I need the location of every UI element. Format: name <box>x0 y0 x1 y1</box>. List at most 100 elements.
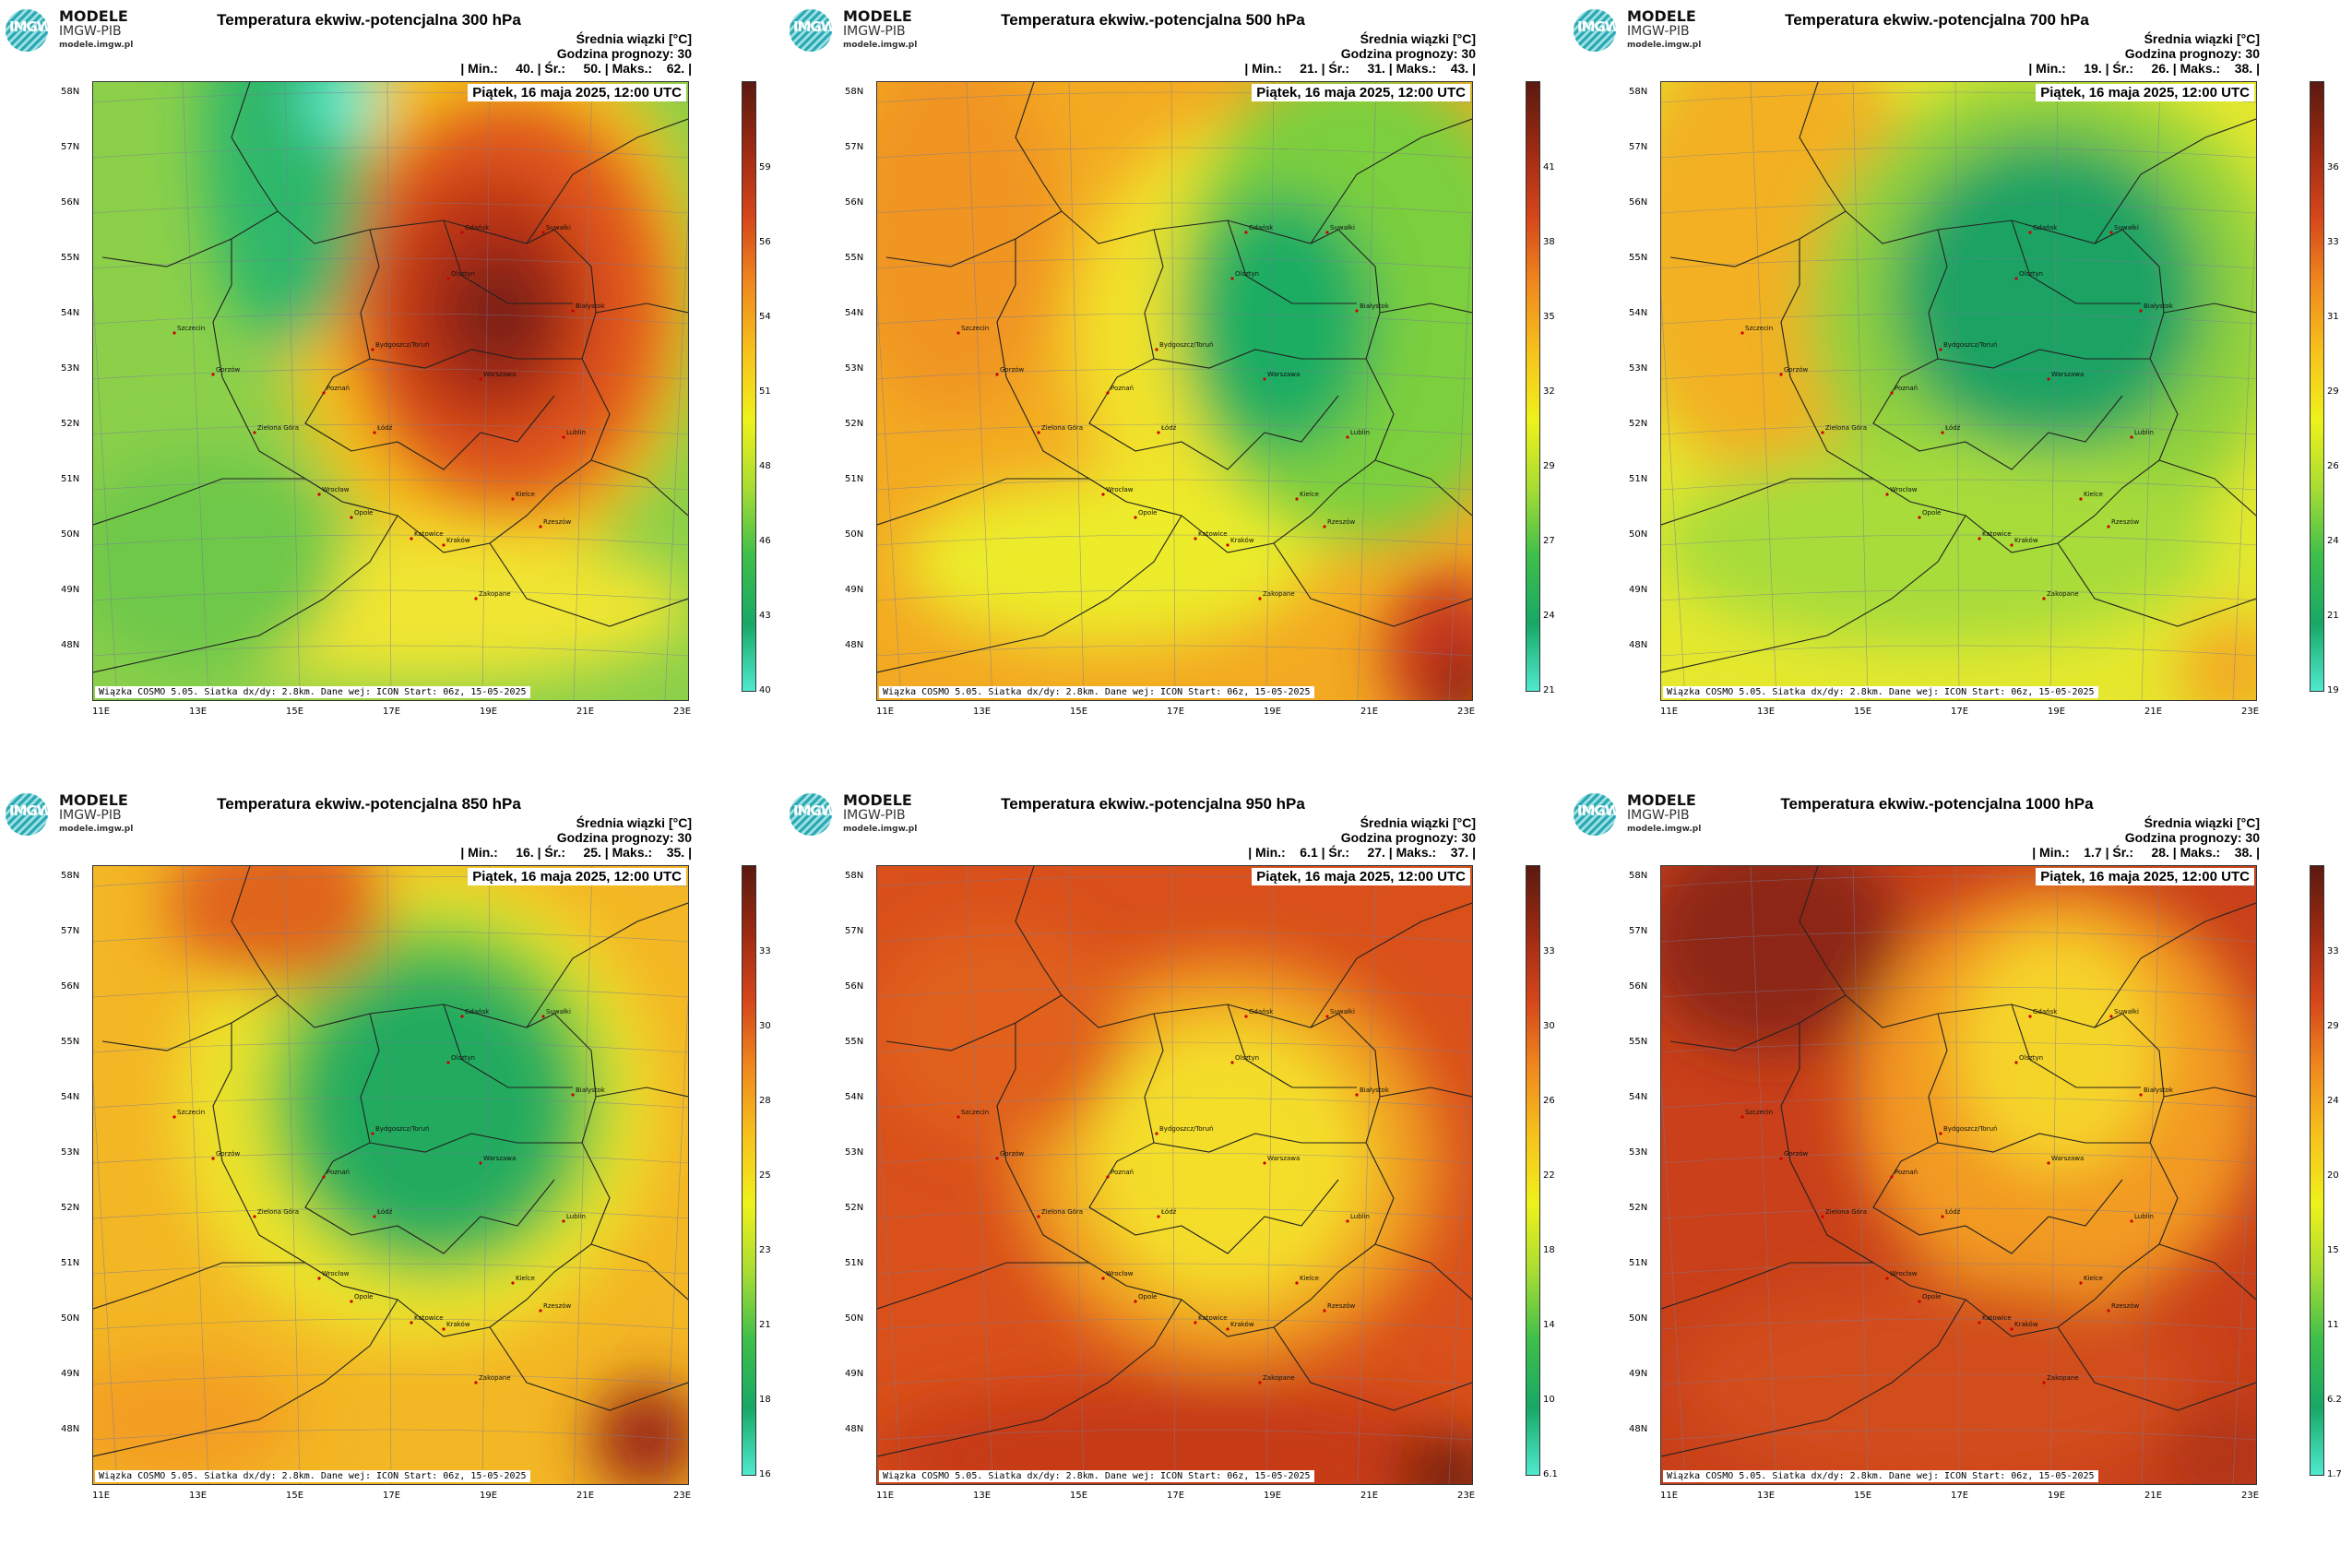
average-label: Średnia wiązki [°C] <box>576 31 692 46</box>
latitude-label: 54N <box>845 1092 864 1102</box>
colorbar-tick: 59 <box>759 162 771 172</box>
map-area: Gdańsk Olsztyn Suwałki Szczecin Bydgoszcz/To… <box>876 81 1473 701</box>
city-marker <box>2014 277 2018 280</box>
imgw-logo: IMGW MODELE IMGW-PIB modele.imgw.pl <box>6 6 144 52</box>
city-marker <box>1941 431 1944 434</box>
city-label: Gdańsk <box>2033 224 2058 232</box>
map-panel: IMGW MODELE IMGW-PIB modele.imgw.pl Temperat… <box>784 0 1568 784</box>
latitude-label: 58N <box>61 871 80 881</box>
latitude-label: 55N <box>1629 253 1648 263</box>
longitude-label: 15E <box>286 1491 304 1501</box>
longitude-label: 23E <box>1457 707 1476 717</box>
colorbar-tick: 11 <box>2327 1320 2339 1330</box>
imgw-logo: IMGW MODELE IMGW-PIB modele.imgw.pl <box>6 790 144 836</box>
city-label: Białystok <box>1360 303 1390 310</box>
logo-mark: IMGW <box>1574 793 1620 836</box>
city-marker <box>2109 231 2113 234</box>
city-label: Gdańsk <box>1249 1008 1274 1016</box>
city-label: Gorzów <box>1000 366 1025 374</box>
city-label: Zakopane <box>479 590 511 598</box>
city-marker <box>1155 1132 1158 1135</box>
city-label: Rzeszów <box>2111 1302 2139 1310</box>
longitude-label: 11E <box>876 1491 895 1501</box>
city-label: Kraków <box>2014 1321 2038 1328</box>
latitude-label: 57N <box>61 142 80 152</box>
map-area: Gdańsk Olsztyn Suwałki Szczecin Bydgoszcz/To… <box>876 865 1473 1485</box>
city-label: Warszawa <box>2051 371 2084 378</box>
model-footer: Wiązka COSMO 5.05. Siatka dx/dy: 2.8km. … <box>1663 1470 2098 1482</box>
city-label: Wrocław <box>1890 1270 1918 1277</box>
logo-mark-text: IMGW <box>1577 802 1620 819</box>
colorbar <box>2310 865 2324 1476</box>
colorbar-tick: 18 <box>759 1395 771 1405</box>
colorbar-tick: 33 <box>1543 946 1555 956</box>
forecast-date: Piątek, 16 maja 2025, 12:00 UTC <box>468 84 686 101</box>
longitude-label: 17E <box>1951 1491 1969 1501</box>
city-marker <box>1134 516 1137 519</box>
city-marker <box>1244 231 1248 234</box>
field-map: Gdańsk Olsztyn Suwałki Szczecin Bydgoszcz/To… <box>1661 82 2256 700</box>
city-label: Olsztyn <box>2019 1054 2043 1062</box>
map-panel: IMGW MODELE IMGW-PIB modele.imgw.pl Temperat… <box>1568 0 2352 784</box>
latitude-label: 56N <box>61 981 80 992</box>
map-area: Gdańsk Olsztyn Suwałki Szczecin Bydgoszcz/To… <box>1660 865 2257 1485</box>
forecast-date: Piątek, 16 maja 2025, 12:00 UTC <box>1252 868 1470 885</box>
latitude-label: 54N <box>61 1092 80 1102</box>
city-marker <box>253 1215 256 1218</box>
longitude-label: 15E <box>1854 1491 1872 1501</box>
logo-mark-text: IMGW <box>793 802 836 819</box>
city-marker <box>539 1309 542 1313</box>
latitude-label: 53N <box>1629 363 1648 374</box>
city-marker <box>571 1093 575 1097</box>
city-marker <box>511 497 515 501</box>
colorbar-tick: 28 <box>759 1096 771 1106</box>
forecast-date: Piątek, 16 maja 2025, 12:00 UTC <box>1252 84 1470 101</box>
city-label: Szczecin <box>961 1109 989 1116</box>
city-marker <box>2079 497 2083 501</box>
latitude-label: 57N <box>1629 926 1648 936</box>
city-label: Suwałki <box>546 224 571 232</box>
field-region <box>93 451 342 672</box>
city-label: Gdańsk <box>2033 1008 2058 1016</box>
city-label: Wrocław <box>322 486 350 493</box>
city-marker <box>2107 1309 2110 1313</box>
map-panel: IMGW MODELE IMGW-PIB modele.imgw.pl Temperat… <box>0 784 784 1568</box>
latitude-label: 57N <box>1629 142 1648 152</box>
longitude-label: 19E <box>1264 1491 1282 1501</box>
latitude-label: 50N <box>61 529 80 540</box>
city-label: Zielona Góra <box>257 1208 299 1216</box>
latitude-label: 49N <box>845 1369 864 1379</box>
logo-title: MODELE <box>843 791 912 809</box>
city-label: Rzeszów <box>1327 1302 1355 1310</box>
city-marker <box>1263 377 1266 381</box>
logo-url: modele.imgw.pl <box>1627 825 1702 834</box>
field-region <box>93 1355 296 1484</box>
city-label: Bydgoszcz/Toruń <box>1159 1125 1213 1133</box>
latitude-label: 50N <box>845 529 864 540</box>
city-label: Bydgoszcz/Toruń <box>375 1125 429 1133</box>
colorbar-tick: 27 <box>1543 536 1555 546</box>
latitude-label: 53N <box>61 363 80 374</box>
city-marker <box>2028 231 2032 234</box>
city-marker <box>253 431 256 434</box>
graticule <box>93 82 688 700</box>
average-label: Średnia wiązki [°C] <box>2144 31 2260 46</box>
colorbar-tick: 16 <box>759 1469 771 1479</box>
city-label: Suwałki <box>1330 224 1355 232</box>
logo-subtitle: IMGW-PIB <box>843 808 906 823</box>
forecast-hour: Godzina prognozy: 30 <box>556 46 692 61</box>
forecast-date: Piątek, 16 maja 2025, 12:00 UTC <box>2036 868 2254 885</box>
city-label: Zielona Góra <box>257 424 299 432</box>
city-label: Kraków <box>1230 1321 1254 1328</box>
colorbar-tick: 22 <box>1543 1170 1555 1181</box>
latitude-label: 55N <box>1629 1037 1648 1047</box>
forecast-hour: Godzina prognozy: 30 <box>1340 46 1476 61</box>
field-map: Gdańsk Olsztyn Suwałki Szczecin Bydgoszcz/To… <box>877 866 1472 1484</box>
city-label: Szczecin <box>1745 1109 1773 1116</box>
model-footer: Wiązka COSMO 5.05. Siatka dx/dy: 2.8km. … <box>1663 686 2098 698</box>
longitude-label: 11E <box>1660 1491 1679 1501</box>
latitude-label: 56N <box>1629 981 1648 992</box>
city-label: Olsztyn <box>1235 1054 1259 1062</box>
city-marker <box>541 231 545 234</box>
city-label: Lublin <box>1350 429 1370 436</box>
